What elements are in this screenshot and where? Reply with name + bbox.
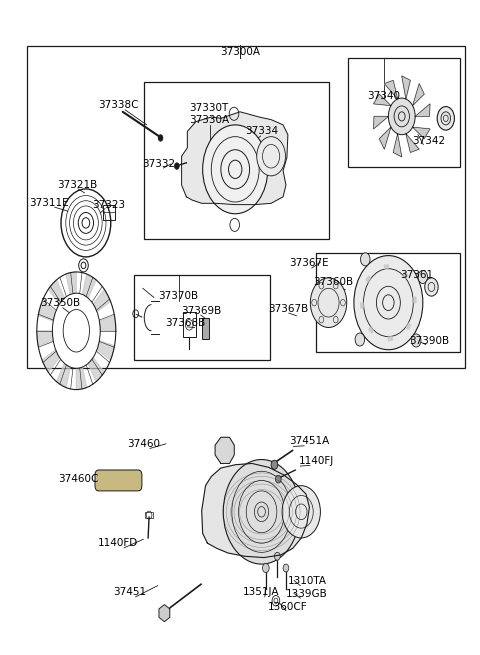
Text: 37342: 37342 [412,136,445,145]
Text: 37361: 37361 [400,271,433,280]
Text: 1351JA: 1351JA [243,588,280,597]
Circle shape [203,125,268,214]
Text: 37330A: 37330A [189,115,229,124]
Polygon shape [66,272,76,294]
Text: 37451: 37451 [113,588,146,597]
Polygon shape [373,117,388,129]
Text: 37340: 37340 [367,91,400,101]
Polygon shape [202,464,310,557]
Polygon shape [406,323,411,329]
Polygon shape [93,289,111,312]
Polygon shape [393,134,402,157]
Circle shape [263,563,269,572]
Polygon shape [369,327,373,333]
Polygon shape [42,350,60,372]
Text: 37370B: 37370B [158,291,198,301]
Polygon shape [388,336,393,341]
Text: 1339GB: 1339GB [286,589,328,599]
Circle shape [283,564,289,572]
Text: 37311E: 37311E [29,198,68,208]
Text: 37367E: 37367E [289,259,329,269]
Circle shape [411,334,421,347]
Text: 37330T: 37330T [189,103,228,113]
Circle shape [418,271,428,284]
Circle shape [257,137,286,176]
Polygon shape [97,341,115,360]
Text: 37360B: 37360B [313,277,353,287]
Text: 37367B: 37367B [268,304,308,314]
Polygon shape [48,280,64,304]
Circle shape [271,460,278,470]
Circle shape [360,253,370,266]
Circle shape [174,163,179,170]
Polygon shape [413,84,424,105]
Circle shape [311,278,347,328]
Bar [27,47,465,368]
Text: 37321B: 37321B [57,180,97,190]
Text: 37369B: 37369B [181,306,222,316]
Circle shape [158,135,163,141]
Circle shape [388,98,415,135]
Circle shape [425,278,438,296]
Polygon shape [379,127,391,149]
Text: 37350B: 37350B [40,297,81,308]
Polygon shape [384,265,388,269]
Polygon shape [360,303,364,309]
Bar [316,253,460,352]
Text: 37323: 37323 [92,200,125,210]
Text: 1140FD: 1140FD [98,538,138,548]
Polygon shape [99,316,116,331]
Bar [202,318,209,339]
Circle shape [282,485,321,538]
Polygon shape [181,112,288,204]
Polygon shape [413,127,430,139]
Polygon shape [373,94,391,105]
Polygon shape [159,605,170,622]
Ellipse shape [63,310,89,352]
Polygon shape [406,134,419,153]
Polygon shape [402,76,410,99]
Circle shape [275,552,280,560]
Text: 1360CF: 1360CF [268,601,308,612]
Polygon shape [403,272,408,278]
Text: 1310TA: 1310TA [288,576,326,586]
Polygon shape [366,276,371,282]
Circle shape [355,333,365,346]
Text: 1140FJ: 1140FJ [299,456,334,466]
Circle shape [276,476,281,483]
Text: 37460: 37460 [127,439,160,449]
Polygon shape [36,331,53,346]
Circle shape [221,443,228,454]
Bar [182,312,196,337]
Text: 37338C: 37338C [98,100,138,110]
FancyBboxPatch shape [95,470,142,491]
Bar [145,512,153,518]
Polygon shape [38,301,56,321]
Text: 37368B: 37368B [165,318,205,328]
Polygon shape [415,104,430,117]
Bar [134,275,270,360]
Bar [144,83,328,239]
Circle shape [223,460,300,564]
Text: 37334: 37334 [245,126,278,136]
Polygon shape [413,297,416,303]
Circle shape [354,255,423,350]
Text: 37451A: 37451A [289,436,330,446]
Polygon shape [215,438,234,464]
Circle shape [437,107,455,130]
Text: 37300A: 37300A [220,47,260,57]
Bar [348,58,460,168]
Polygon shape [76,367,86,390]
Text: 37460C: 37460C [59,474,99,484]
Polygon shape [57,364,70,388]
Polygon shape [88,358,105,382]
Bar [103,205,115,219]
Text: 37332: 37332 [142,159,175,169]
Text: 37390B: 37390B [409,335,449,346]
Polygon shape [384,81,397,99]
Polygon shape [83,274,96,298]
